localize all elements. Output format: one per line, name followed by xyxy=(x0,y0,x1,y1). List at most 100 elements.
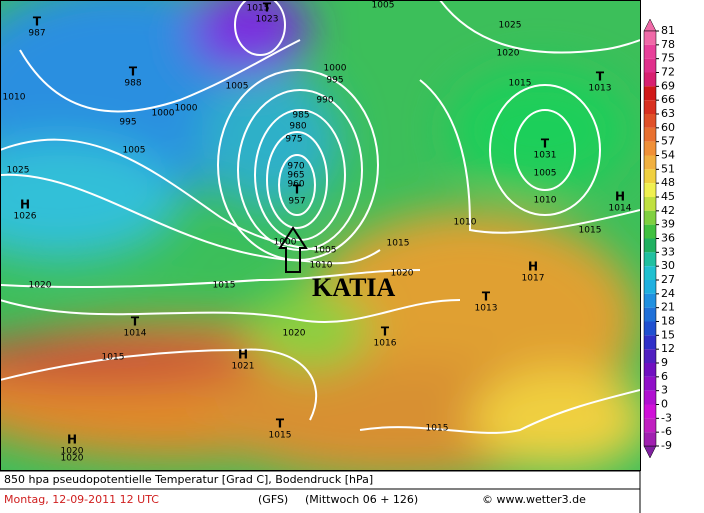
colorbar-swatch xyxy=(644,31,656,45)
isobar-label: 985 xyxy=(292,111,309,121)
colorbar-label: 60 xyxy=(661,121,675,134)
isobar-label: 970 xyxy=(287,162,304,172)
isobar-label: 965 xyxy=(287,171,304,181)
colorbar-swatch xyxy=(644,224,656,239)
colorbar-label: 21 xyxy=(661,301,675,314)
colorbar-swatch xyxy=(644,169,656,184)
isobar-label: 1015 xyxy=(509,79,532,89)
colorbar-swatch xyxy=(644,114,656,128)
colorbar: 8178757269666360575451484542393633302724… xyxy=(643,18,675,459)
colorbar-label: 66 xyxy=(661,93,675,106)
colorbar-cap-top xyxy=(643,18,657,32)
colorbar-label: 72 xyxy=(661,66,675,79)
colorbar-label: 33 xyxy=(661,245,675,258)
isobar-label: 1015 xyxy=(426,424,449,434)
colorbar-label: -6 xyxy=(661,425,672,438)
colorbar-swatch xyxy=(644,266,656,280)
isobar-label: 1020 xyxy=(283,329,306,339)
colorbar-label: 69 xyxy=(661,79,675,92)
isobar-label: 975 xyxy=(285,135,302,145)
pressure-center-value: 988 xyxy=(124,79,141,89)
pressure-center-value: 1020 xyxy=(61,447,84,457)
pressure-center-value: 987 xyxy=(28,29,45,39)
pressure-center-symbol: T xyxy=(263,1,272,15)
isobar-label: 1010 xyxy=(534,196,557,206)
isobar-label: 960 xyxy=(287,180,304,190)
colorbar-swatch xyxy=(644,141,656,156)
storm-annotation: KATIA xyxy=(312,273,396,302)
pressure-center-symbol: H xyxy=(528,260,538,274)
isobar-label: 1000 xyxy=(324,64,347,74)
colorbar-label: 75 xyxy=(661,52,675,65)
isobar-label: 1020 xyxy=(61,454,84,464)
colorbar-label: 51 xyxy=(661,162,675,175)
pressure-center-value: 1021 xyxy=(232,362,255,372)
isobar-label: 1000 xyxy=(274,238,297,248)
colorbar-swatch xyxy=(644,307,656,322)
colorbar-label: -9 xyxy=(661,439,672,452)
colorbar-label: 12 xyxy=(661,342,675,355)
colorbar-swatch xyxy=(644,349,656,363)
isobar-label: 1015 xyxy=(213,281,236,291)
pressure-center-value: 1013 xyxy=(475,304,498,314)
isobar-label: 1015 xyxy=(387,239,410,249)
pressure-center-symbol: T xyxy=(381,325,390,339)
colorbar-label: 57 xyxy=(661,135,675,148)
pressure-center-symbol: T xyxy=(596,70,605,84)
pressure-center-symbol: H xyxy=(615,190,625,204)
isobar-label: 1025 xyxy=(499,21,522,31)
pressure-center-value: 1014 xyxy=(609,204,632,214)
isobar-label: 995 xyxy=(119,118,136,128)
colorbar-swatch xyxy=(644,432,656,446)
pressure-center-value: 1015 xyxy=(269,431,292,441)
pressure-center-value: 1026 xyxy=(14,212,37,222)
isobar-label: 995 xyxy=(326,76,343,86)
isobar-label: 1005 xyxy=(372,1,395,11)
pressure-center-value: 1023 xyxy=(256,15,279,25)
colorbar-label: 78 xyxy=(661,38,675,51)
colorbar-label: 0 xyxy=(661,398,668,411)
colorbar-swatch xyxy=(644,100,656,114)
colorbar-label: 42 xyxy=(661,204,675,217)
colorbar-swatch xyxy=(644,155,656,170)
colorbar-swatch xyxy=(644,183,656,197)
isobar-label: 1020 xyxy=(391,269,414,279)
pressure-center-symbol: T xyxy=(541,137,550,151)
pressure-center-symbol: T xyxy=(131,315,140,329)
colorbar-label: 39 xyxy=(661,218,675,231)
isobar-label: 1025 xyxy=(7,166,30,176)
colorbar-frame xyxy=(643,30,657,447)
colorbar-cap-bottom xyxy=(643,445,657,459)
pressure-center-value: 1031 xyxy=(534,151,557,161)
colorbar-swatch xyxy=(644,44,656,59)
colorbar-label: 27 xyxy=(661,273,675,286)
footer-date: Montag, 12-09-2011 12 UTC xyxy=(4,493,159,506)
pressure-center-value: 1017 xyxy=(522,274,545,284)
pressure-center-value: 957 xyxy=(288,197,305,207)
colorbar-swatch xyxy=(644,321,656,336)
isobar-label: 1010 xyxy=(454,218,477,228)
isobar-label: 1015 xyxy=(102,353,125,363)
pressure-center-symbol: T xyxy=(129,65,138,79)
isobar-label: 1010 xyxy=(310,261,333,271)
colorbar-swatch xyxy=(644,390,656,405)
pressure-center-symbol: H xyxy=(20,198,30,212)
isobar-label: 1005 xyxy=(534,169,557,179)
colorbar-label: 30 xyxy=(661,259,675,272)
isobar-label: 1000 xyxy=(152,109,175,119)
colorbar-swatch xyxy=(644,210,656,225)
colorbar-swatch xyxy=(644,252,656,267)
isobar-label: 1000 xyxy=(175,104,198,114)
pressure-center-symbol: T xyxy=(276,417,285,431)
pressure-center-symbol: H xyxy=(238,348,248,362)
isobar-label: 1010 xyxy=(3,93,26,103)
pressure-center-symbol: H xyxy=(67,433,77,447)
isobar-label: 1005 xyxy=(314,246,337,256)
colorbar-swatch xyxy=(644,86,656,101)
colorbar-swatch xyxy=(644,280,656,294)
colorbar-swatch xyxy=(644,293,656,308)
colorbar-swatch xyxy=(644,404,656,419)
colorbar-swatch xyxy=(644,418,656,433)
